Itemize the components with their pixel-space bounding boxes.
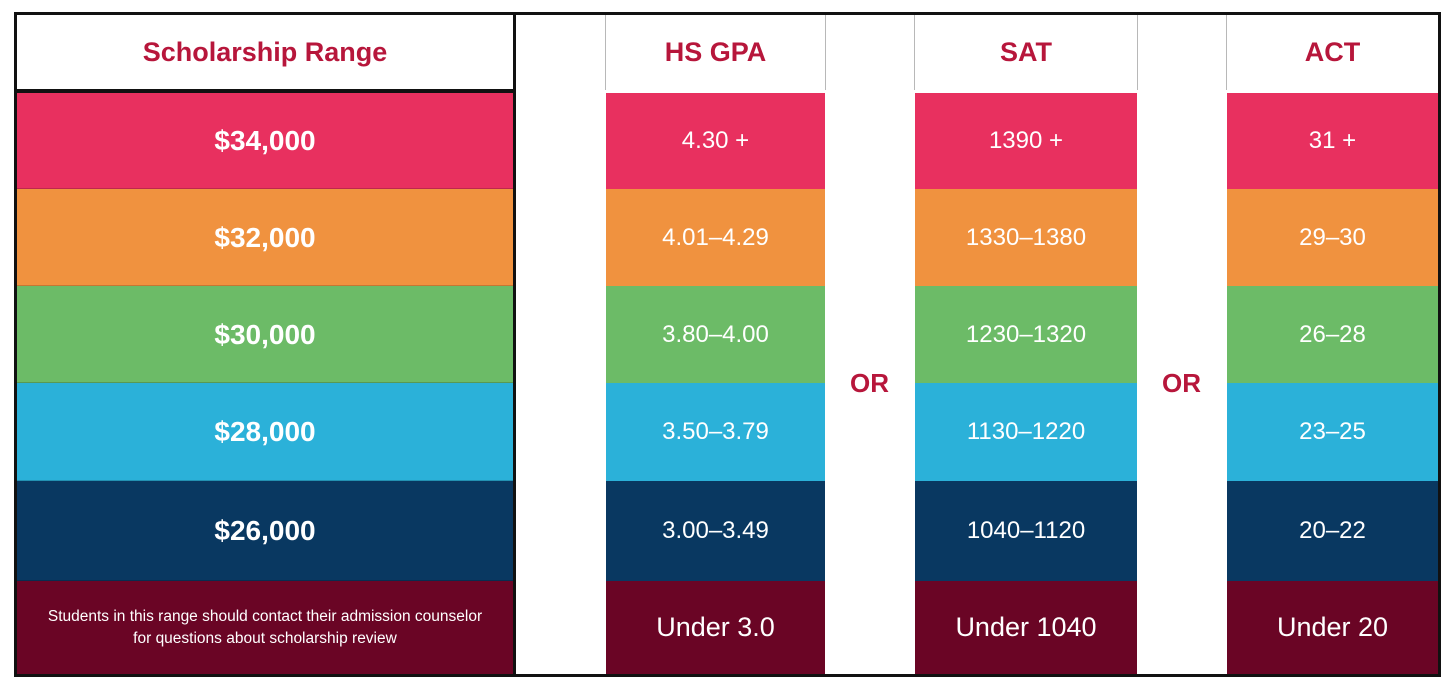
column-divider	[513, 12, 516, 677]
header-sat: SAT	[1000, 37, 1052, 67]
header-scholarship-range: Scholarship Range	[142, 37, 388, 67]
act-cell: 26–28	[1227, 286, 1438, 383]
act-cell: 23–25	[1227, 383, 1438, 481]
scholarship-amount-cell: $28,000	[17, 383, 513, 481]
or-separator-left: OR	[850, 368, 889, 398]
sat-cell: 1040–1120	[915, 481, 1137, 581]
row-divider	[17, 480, 513, 481]
header-hs-gpa: HS GPA	[664, 37, 767, 67]
row-divider	[17, 285, 513, 286]
sat-cell: Under 1040	[915, 581, 1137, 674]
header-divider	[1137, 15, 1138, 90]
row-divider	[17, 382, 513, 383]
or-separator-right: OR	[1162, 368, 1201, 398]
sat-cell: 1330–1380	[915, 189, 1137, 286]
act-cell: 31 +	[1227, 93, 1438, 189]
row-divider	[17, 580, 513, 581]
act-cell: Under 20	[1227, 581, 1438, 674]
header-divider	[1226, 15, 1227, 90]
scholarship-amount-cell: $30,000	[17, 286, 513, 383]
scholarship-note-cell: Students in this range should contact th…	[17, 581, 513, 674]
header-rule-right	[1438, 89, 1441, 93]
act-cell: 20–22	[1227, 481, 1438, 581]
gpa-cell: 4.30 +	[606, 93, 825, 189]
header-divider	[605, 15, 606, 90]
gpa-cell: Under 3.0	[606, 581, 825, 674]
header-divider	[825, 15, 826, 90]
sat-cell: 1130–1220	[915, 383, 1137, 481]
gpa-cell: 4.01–4.29	[606, 189, 825, 286]
sat-cell: 1230–1320	[915, 286, 1137, 383]
scholarship-amount-cell: $32,000	[17, 189, 513, 286]
gpa-cell: 3.80–4.00	[606, 286, 825, 383]
scholarship-amount-cell: $26,000	[17, 481, 513, 581]
act-cell: 29–30	[1227, 189, 1438, 286]
table-frame	[14, 12, 1441, 677]
header-act: ACT	[1304, 37, 1361, 67]
header-rule-left	[14, 89, 516, 93]
gpa-cell: 3.00–3.49	[606, 481, 825, 581]
header-divider	[914, 15, 915, 90]
gpa-cell: 3.50–3.79	[606, 383, 825, 481]
scholarship-amount-cell: $34,000	[17, 93, 513, 189]
row-divider	[17, 188, 513, 189]
sat-cell: 1390 +	[915, 93, 1137, 189]
